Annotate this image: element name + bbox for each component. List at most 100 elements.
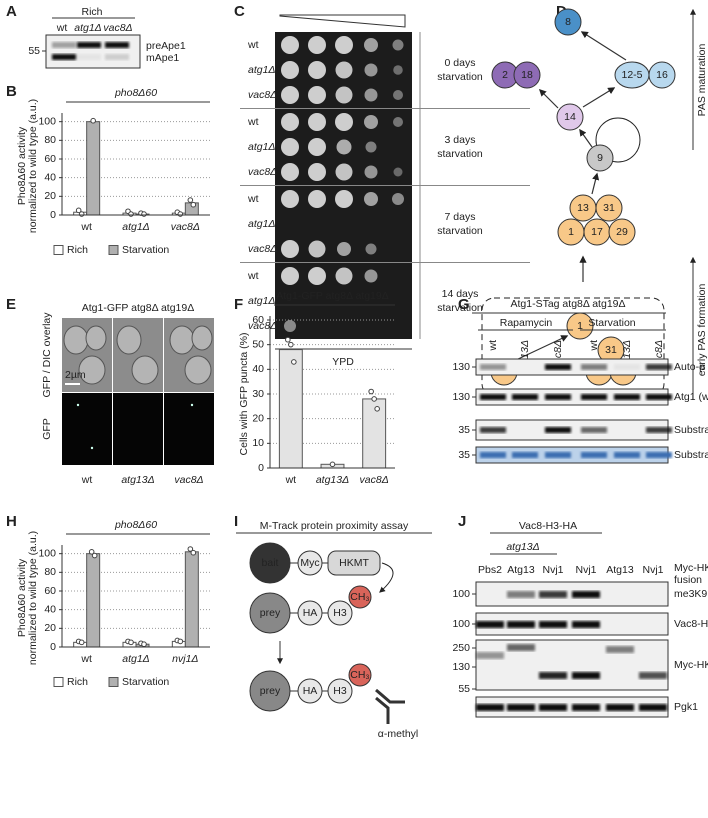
label: Pgk1 (674, 701, 698, 713)
band (507, 591, 535, 598)
replicate-dot (190, 549, 197, 556)
chart-title: Atg1-GFP atg8Δ atg19Δ (276, 290, 389, 302)
x-tick-label: vac8Δ (360, 474, 389, 486)
label: M-Track protein proximity assay (260, 520, 409, 532)
spot (335, 267, 353, 285)
arrow (580, 31, 627, 61)
label: prey (260, 685, 281, 697)
label: Substrate (cb) (674, 449, 708, 461)
label: Rapamycin (500, 317, 553, 329)
bar (86, 553, 101, 648)
replicate-dot (288, 341, 294, 348)
label: wt (247, 39, 259, 51)
spot (308, 113, 326, 131)
label: starvation (437, 225, 483, 237)
label: H3 (333, 685, 347, 697)
band (539, 591, 567, 598)
band (539, 621, 567, 628)
cell (191, 325, 213, 351)
y-tick-label: 100 (38, 115, 56, 127)
spot (335, 36, 353, 54)
panel-letter: J (458, 513, 466, 530)
spot (392, 39, 404, 51)
spot (393, 117, 403, 127)
replicate-dot (285, 336, 291, 343)
label: vac8Δ (248, 243, 277, 255)
label: vac8Δ (174, 474, 203, 486)
label: starvation (437, 302, 483, 314)
legend-swatch (53, 677, 64, 687)
gfp-dot (76, 403, 80, 407)
node-label: 8 (565, 16, 571, 28)
label: Vac8-H3-HA (519, 520, 577, 532)
spot (335, 61, 353, 79)
label: 100 (452, 588, 470, 600)
y-tick-label: 80 (44, 134, 56, 146)
label: Nvj1 (542, 564, 563, 576)
label: atg13Δ (506, 541, 539, 553)
band (572, 672, 600, 679)
label: Starvation (588, 317, 635, 329)
label: GFP (41, 418, 53, 440)
spot (281, 36, 299, 54)
replicate-dot (187, 546, 194, 552)
y-tick-label: 50 (252, 338, 264, 350)
label: wt (588, 340, 600, 352)
band (646, 427, 672, 433)
label: 14 days (442, 288, 479, 300)
y-tick-label: 60 (44, 585, 56, 597)
node-label: 2 (502, 69, 508, 81)
spot (284, 320, 296, 332)
legend-label: Rich (67, 244, 88, 256)
spot (364, 165, 378, 179)
x-tick-label: wt (80, 221, 92, 233)
y-axis-label: Pho8Δ60 activity (16, 558, 28, 637)
label: wt (487, 340, 499, 352)
spot (281, 190, 299, 208)
label: wt (81, 474, 93, 486)
legend-label: Starvation (122, 676, 169, 688)
label: Atg1 (wb) (674, 391, 708, 403)
spot (281, 138, 299, 156)
panel-letter: A (6, 3, 17, 20)
cell (63, 325, 89, 355)
panel-letter: G (458, 296, 470, 313)
label: 35 (458, 449, 470, 461)
band (581, 394, 607, 400)
x-tick-label: atg1Δ (122, 221, 149, 233)
band (545, 427, 571, 433)
spot (393, 90, 403, 100)
chart-title: pho8Δ60 (114, 87, 157, 99)
y-tick-label: 0 (50, 641, 56, 653)
spot (364, 192, 378, 206)
band (480, 452, 506, 458)
band (646, 394, 672, 400)
spot (336, 139, 352, 155)
spot (393, 167, 403, 177)
x-tick-label: wt (285, 474, 297, 486)
replicate-dot (177, 638, 184, 645)
arrow (579, 128, 593, 148)
node-label: 9 (597, 152, 603, 164)
label: 100 (452, 618, 470, 630)
node-label: 29 (616, 226, 628, 238)
label: CH₃ (350, 591, 369, 603)
spot (308, 36, 326, 54)
band (480, 364, 506, 370)
node (554, 8, 582, 36)
band (105, 54, 129, 60)
label: YPD (332, 356, 354, 368)
label: atg1Δ (248, 295, 275, 307)
band (480, 427, 506, 433)
band (52, 54, 76, 60)
label: Myc (300, 557, 319, 569)
x-tick-label: nvj1Δ (172, 653, 198, 665)
label: mApe1 (146, 52, 179, 64)
label: CH₃ (350, 669, 369, 681)
node-label: 31 (603, 202, 615, 214)
spot (335, 163, 353, 181)
x-tick-label: atg1Δ (122, 653, 149, 665)
blot (475, 639, 669, 691)
shape (327, 678, 353, 704)
